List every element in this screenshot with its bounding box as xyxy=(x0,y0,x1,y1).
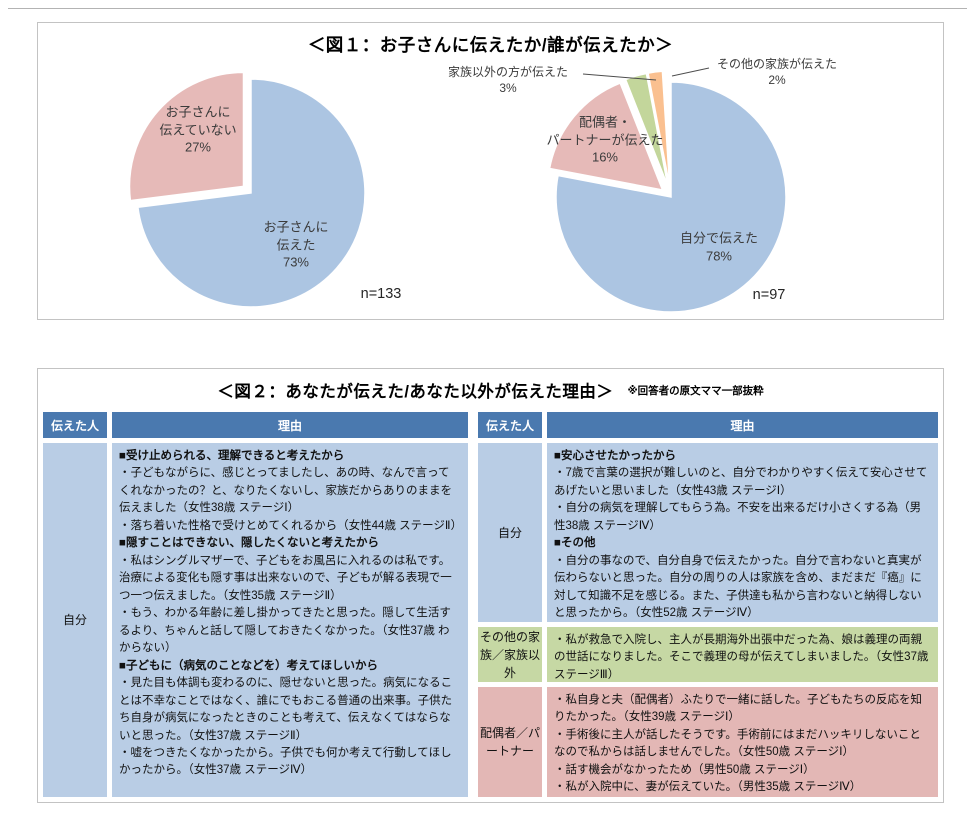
figure1-title: ＜図１：お子さんに伝えたか/誰が伝えたか＞ xyxy=(307,35,674,55)
row-who-self-right: 自分 xyxy=(478,443,542,622)
row-reason-self-right: ■安心させたかったから・7歳で言葉の選択が難しいのと、自分でわかりやすく伝えて安… xyxy=(547,443,938,622)
pie-label-self-told: 自分で伝えた 78% xyxy=(679,230,759,263)
reason-item: ・7歳で言葉の選択が難しいのと、自分でわかりやすく伝えて安心させてあげたいと思い… xyxy=(554,467,928,497)
sample-size-left: n=133 xyxy=(360,286,402,302)
pie-label-partner-told: 配偶者・ パートナーが伝えた 16% xyxy=(546,114,664,165)
reason-item: ・私自身と夫（配偶者）ふたりで一緒に話した。子どもたちの反応を知りたかった。（女… xyxy=(554,694,922,724)
row-reason-partner: ・私自身と夫（配偶者）ふたりで一緒に話した。子どもたちの反応を知りたかった。（女… xyxy=(547,687,938,797)
row-who-self-left: 自分 xyxy=(43,443,107,797)
reason-item: ・もう、わかる年齢に差し掛かってきたと思った。隠して生活するより、ちゃんと話して… xyxy=(119,607,451,655)
figure2-title: ＜図２：あなたが伝えた/あなた以外が伝えた理由＞ xyxy=(217,383,614,401)
row-reason-other-family: ・私が救急で入院し、主人が長期海外出張中だった為、娘は義理の両親の世話になりまし… xyxy=(547,627,938,682)
reason-item: ・見た目も体調も変わるのに、隠せないと思った。病気になることは不幸なことではなく… xyxy=(119,677,453,742)
pie-slice xyxy=(137,78,366,308)
reasons-table-left: 伝えた人 理由 自分 ■受け止められる、理解できると考えたから・子どもながらに、… xyxy=(43,412,468,797)
pie-slice xyxy=(555,81,787,313)
col-header-who-left: 伝えた人 xyxy=(43,412,107,438)
row-who-other-family: その他の家族／家族以外 xyxy=(478,627,542,682)
pie-callout-other-family-told: その他の家族が伝えた 2% xyxy=(716,56,838,87)
figure1-panel: ＜図１：お子さんに伝えたか/誰が伝えたか＞ お子さんに 伝えていない 27% お… xyxy=(37,22,944,320)
col-header-reason-right: 理由 xyxy=(547,412,938,438)
figure2-note: ※回答者の原文ママ一部抜粋 xyxy=(627,384,764,397)
reason-item: ・自分の事なので、自分自身で伝えたかった。自分で言わないと真実が伝わらないと思っ… xyxy=(554,554,922,620)
reason-item: ・子どもながらに、感じとってましたし、あの時、なんで言ってくれなかったの？と、な… xyxy=(119,467,453,515)
reason-item: ・嘘をつきたくなかったから。子供でも何か考えて行動してほしかったから。（女性37… xyxy=(119,746,452,777)
pie-slice xyxy=(624,72,669,187)
reason-heading: ■その他 xyxy=(554,537,596,550)
col-header-reason-left: 理由 xyxy=(112,412,468,438)
top-divider-line xyxy=(8,8,967,9)
reason-heading: ■隠すことはできない、隠したくないと考えたから xyxy=(119,537,379,550)
sample-size-right: n=97 xyxy=(752,287,786,303)
reasons-table: 伝えた人 理由 自分 ■受け止められる、理解できると考えたから・子どもながらに、… xyxy=(38,407,943,802)
reason-heading: ■子どもに（病気のことなどを）考えてほしいから xyxy=(119,659,379,672)
reason-item: ・私が救急で入院し、主人が長期海外出張中だった為、娘は義理の両親の世話になりまし… xyxy=(554,634,929,681)
pie-chart-who-told xyxy=(548,70,787,313)
pie-label-told: お子さんに 伝えた 73% xyxy=(263,219,329,270)
leader-line-non-family xyxy=(582,73,657,81)
row-who-partner: 配偶者／パートナー xyxy=(478,687,542,797)
figure2-title-row: ＜図２：あなたが伝えた/あなた以外が伝えた理由＞ ※回答者の原文ママ一部抜粋 xyxy=(38,369,943,407)
reason-item: ・私はシングルマザーで、子どもをお風呂に入れるのは私です。治療による変化も隠す事… xyxy=(119,554,452,602)
reason-item: ・私が入院中に、妻が伝えていた。（男性35歳 ステージⅣ） xyxy=(554,781,862,794)
reason-heading: ■安心させたかったから xyxy=(554,450,676,462)
reason-item: ・自分の病気を理解してもらう為。不安を出来るだけ小さくする為（男性38歳 ステー… xyxy=(554,502,922,532)
pie-slice xyxy=(647,70,671,187)
pie-slice xyxy=(128,71,245,202)
reason-item: ・落ち着いた性格で受けとめてくれるから（女性44歳 ステージⅡ） xyxy=(119,519,463,532)
reason-item: ・手術後に主人が話したそうです。手術前にはまだハッキリしないことなので私からは話… xyxy=(554,728,921,759)
reason-item: ・話す機会がなかったため（男性50歳 ステージⅠ） xyxy=(554,763,815,776)
col-header-who-right: 伝えた人 xyxy=(478,412,542,438)
reason-heading: ■受け止められる、理解できると考えたから xyxy=(119,450,345,462)
pie-chart-told-or-not xyxy=(128,71,366,308)
pie-slice xyxy=(548,82,664,191)
reasons-table-right: 伝えた人 理由 自分 ■安心させたかったから・7歳で言葉の選択が難しいのと、自分… xyxy=(478,412,938,797)
leader-line-other-family xyxy=(671,67,710,77)
figure2-panel: ＜図２：あなたが伝えた/あなた以外が伝えた理由＞ ※回答者の原文ママ一部抜粋 伝… xyxy=(37,368,944,803)
pie-callout-non-family-told: 家族以外の方が伝えた 3% xyxy=(447,64,569,95)
pie-label-not-told: お子さんに 伝えていない 27% xyxy=(159,104,237,155)
pie-charts xyxy=(128,67,787,313)
row-reason-self-left: ■受け止められる、理解できると考えたから・子どもながらに、感じとってましたし、あ… xyxy=(112,443,468,797)
